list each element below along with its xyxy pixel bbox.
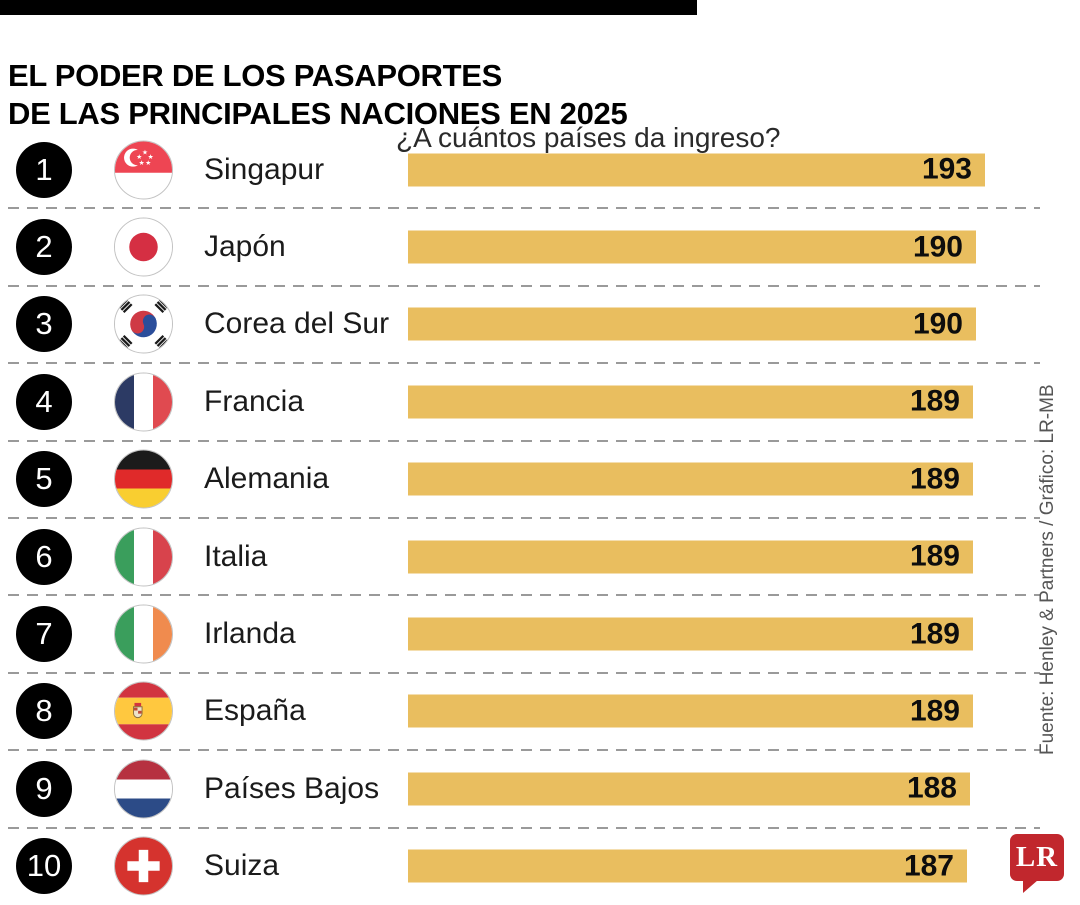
- rank-number: 8: [35, 693, 53, 729]
- page-title-line2: DE LAS PRINCIPALES NACIONES EN 2025: [8, 95, 628, 131]
- rank-badge: 7: [16, 606, 72, 663]
- value-bar: 187: [408, 849, 967, 883]
- flag-icon-south-korea: [114, 294, 173, 354]
- svg-text:★: ★: [136, 153, 142, 161]
- flag-icon-spain: [114, 681, 173, 741]
- rank-number: 5: [35, 461, 53, 497]
- country-label: Irlanda: [204, 617, 296, 651]
- flag-icon-netherlands: [114, 759, 173, 819]
- table-row: 7 Irlanda 189: [0, 595, 1080, 675]
- rank-badge: 1: [16, 141, 72, 198]
- value-bar: 193: [408, 152, 985, 187]
- table-row: 2 Japón 190: [0, 208, 1080, 288]
- page-title: EL PODER DE LOS PASAPORTES DE LAS PRINCI…: [8, 57, 628, 133]
- value-bar: 188: [408, 771, 970, 806]
- ranking-list: 1 ★ ★ ★ ★ ★ Singapur 193 2 Japón 190 3 Corea…: [0, 131, 1080, 905]
- flag-icon-singapore: ★ ★ ★ ★ ★: [114, 140, 173, 200]
- table-row: 8 España 189: [0, 673, 1080, 752]
- svg-text:★: ★: [142, 148, 148, 156]
- rank-badge: 6: [16, 528, 72, 585]
- rank-number: 4: [35, 383, 53, 419]
- country-label: Alemania: [204, 462, 330, 496]
- value-bar: 189: [408, 617, 973, 651]
- country-label: Francia: [204, 384, 305, 418]
- country-label: Corea del Sur: [204, 307, 390, 341]
- value-label: 189: [909, 462, 960, 496]
- flag-icon-france: [114, 372, 173, 432]
- value-bar: 190: [408, 230, 976, 264]
- value-label: 189: [909, 694, 960, 728]
- country-label: Singapur: [204, 152, 325, 186]
- rank-badge: 4: [16, 373, 72, 430]
- country-label: Japón: [204, 230, 286, 264]
- country-label: Suiza: [204, 849, 280, 883]
- rank-badge: 2: [16, 219, 72, 276]
- country-label: Países Bajos: [204, 771, 380, 805]
- value-label: 188: [906, 771, 957, 805]
- rank-number: 10: [26, 848, 62, 884]
- value-label: 189: [909, 617, 960, 651]
- svg-text:★: ★: [148, 153, 154, 161]
- value-label: 187: [903, 849, 954, 883]
- chart-question-label: ¿A cuántos países da ingreso?: [396, 122, 781, 153]
- rank-number: 1: [35, 151, 53, 187]
- country-label: Italia: [204, 539, 268, 573]
- value-bar: 189: [408, 462, 973, 496]
- table-row: 5 Alemania 189: [0, 441, 1080, 520]
- flag-icon-ireland: [114, 604, 173, 664]
- rank-badge: 9: [16, 760, 72, 817]
- flag-icon-switzerland: [114, 836, 173, 896]
- flag-icon-italy: [114, 527, 173, 587]
- value-bar: 190: [408, 307, 976, 341]
- rank-number: 3: [35, 306, 53, 342]
- lr-logo: LR: [1010, 834, 1064, 893]
- value-bar: 189: [408, 694, 973, 728]
- rank-number: 2: [35, 229, 53, 265]
- value-label: 193: [921, 152, 972, 186]
- table-row: 10 Suiza 187: [0, 828, 1080, 905]
- value-label: 189: [909, 384, 960, 418]
- rank-badge: 3: [16, 296, 72, 353]
- rank-badge: 8: [16, 683, 72, 740]
- lr-logo-text: LR: [1015, 841, 1059, 873]
- flag-icon-japan: [114, 217, 173, 277]
- table-row: 6 Italia 189: [0, 518, 1080, 597]
- rank-badge: 5: [16, 451, 72, 508]
- top-accent-bar: [0, 0, 697, 15]
- rank-badge: 10: [16, 838, 72, 895]
- table-row: 9 Países Bajos 188: [0, 750, 1080, 829]
- value-bar: 189: [408, 384, 973, 419]
- rank-number: 9: [35, 770, 53, 806]
- value-label: 189: [909, 539, 960, 573]
- source-credit: Fuente: Henley & Partners / Gráfico: LR-…: [1037, 384, 1058, 756]
- svg-text:★: ★: [145, 158, 151, 166]
- country-label: España: [204, 694, 306, 728]
- table-row: 3 Corea del Sur 190: [0, 286, 1080, 365]
- value-label: 190: [912, 230, 963, 264]
- page-title-line1: EL PODER DE LOS PASAPORTES: [8, 57, 503, 93]
- value-label: 190: [912, 307, 963, 341]
- flag-icon-germany: [114, 449, 173, 509]
- table-row: 1 ★ ★ ★ ★ ★ Singapur 193: [0, 131, 1080, 210]
- rank-number: 7: [35, 616, 53, 652]
- svg-text:★: ★: [139, 158, 145, 166]
- table-row: 4 Francia 189: [0, 363, 1080, 442]
- rank-number: 6: [35, 538, 53, 574]
- value-bar: 189: [408, 539, 973, 574]
